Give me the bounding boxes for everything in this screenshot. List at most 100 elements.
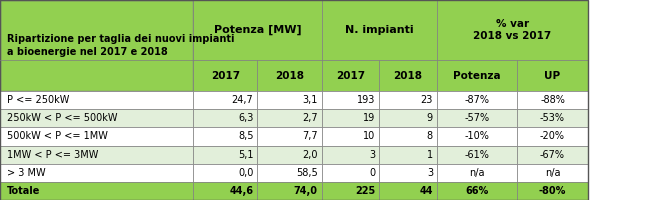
Text: 8,5: 8,5	[238, 131, 253, 141]
Bar	[437, 60, 517, 91]
Bar	[193, 164, 257, 182]
Text: 5,1: 5,1	[238, 150, 253, 160]
Text: P <= 250kW: P <= 250kW	[7, 95, 69, 105]
Bar	[379, 60, 437, 91]
Text: 250kW < P <= 500kW: 250kW < P <= 500kW	[7, 113, 117, 123]
Bar	[437, 0, 588, 60]
Bar	[193, 182, 257, 200]
Text: -87%: -87%	[464, 95, 489, 105]
Bar	[379, 146, 437, 164]
Text: 2,0: 2,0	[302, 150, 318, 160]
Bar	[193, 0, 322, 60]
Text: -20%: -20%	[540, 131, 565, 141]
Text: 2017: 2017	[336, 71, 365, 81]
Text: 1MW < P <= 3MW: 1MW < P <= 3MW	[7, 150, 98, 160]
Bar	[0, 164, 193, 182]
Text: -61%: -61%	[464, 150, 489, 160]
Text: -67%: -67%	[540, 150, 565, 160]
Bar	[257, 60, 322, 91]
Text: Potenza: Potenza	[453, 71, 500, 81]
Bar	[0, 0, 193, 91]
Text: 7,7: 7,7	[302, 131, 318, 141]
Text: 58,5: 58,5	[296, 168, 318, 178]
Bar	[0, 182, 193, 200]
Text: 3: 3	[369, 150, 375, 160]
Text: > 3 MW: > 3 MW	[7, 168, 45, 178]
Text: 3: 3	[427, 168, 433, 178]
Text: 2,7: 2,7	[302, 113, 318, 123]
Text: 44: 44	[419, 186, 433, 196]
Bar	[437, 127, 517, 146]
Bar	[437, 146, 517, 164]
Bar	[517, 127, 588, 146]
Text: -80%: -80%	[539, 186, 566, 196]
Text: 44,6: 44,6	[229, 186, 253, 196]
Text: -88%: -88%	[540, 95, 565, 105]
Text: % var
2018 vs 2017: % var 2018 vs 2017	[474, 19, 552, 41]
Text: 9: 9	[427, 113, 433, 123]
Bar	[437, 164, 517, 182]
Text: n/a: n/a	[545, 168, 560, 178]
Text: Totale: Totale	[7, 186, 40, 196]
Text: -53%: -53%	[540, 113, 565, 123]
Bar	[437, 182, 517, 200]
Bar	[322, 182, 379, 200]
Text: 2018: 2018	[275, 71, 304, 81]
Bar	[379, 91, 437, 109]
Text: 6,3: 6,3	[238, 113, 253, 123]
Bar	[322, 0, 437, 60]
Bar	[193, 109, 257, 127]
Text: 74,0: 74,0	[293, 186, 318, 196]
Text: 225: 225	[355, 186, 375, 196]
Bar	[322, 146, 379, 164]
Bar	[517, 182, 588, 200]
Bar	[379, 182, 437, 200]
Bar	[0, 109, 193, 127]
Bar	[322, 91, 379, 109]
Text: 24,7: 24,7	[232, 95, 253, 105]
Text: 3,1: 3,1	[303, 95, 318, 105]
Text: 8: 8	[427, 131, 433, 141]
Bar	[379, 127, 437, 146]
Text: -57%: -57%	[464, 113, 489, 123]
Bar	[193, 91, 257, 109]
Bar	[257, 91, 322, 109]
Bar	[322, 109, 379, 127]
Bar	[517, 60, 588, 91]
Text: 19: 19	[363, 113, 375, 123]
Bar	[517, 91, 588, 109]
Bar	[0, 146, 193, 164]
Text: 1: 1	[427, 150, 433, 160]
Text: 193: 193	[357, 95, 375, 105]
Bar	[517, 164, 588, 182]
Text: 23: 23	[421, 95, 433, 105]
Text: 0: 0	[369, 168, 375, 178]
Text: 66%: 66%	[465, 186, 489, 196]
Text: N. impianti: N. impianti	[345, 25, 413, 35]
Text: 2017: 2017	[211, 71, 240, 81]
Bar	[322, 127, 379, 146]
Text: -10%: -10%	[464, 131, 489, 141]
Bar	[193, 127, 257, 146]
Text: 2018: 2018	[394, 71, 422, 81]
Bar	[437, 109, 517, 127]
Text: Ripartizione per taglia dei nuovi impianti
a bioenergie nel 2017 e 2018: Ripartizione per taglia dei nuovi impian…	[7, 34, 234, 57]
Text: UP: UP	[544, 71, 561, 81]
Bar	[437, 91, 517, 109]
Bar	[379, 109, 437, 127]
Text: n/a: n/a	[469, 168, 485, 178]
Text: 0,0: 0,0	[238, 168, 253, 178]
Bar	[257, 127, 322, 146]
Bar	[0, 91, 193, 109]
Bar	[257, 164, 322, 182]
Bar	[322, 60, 379, 91]
Bar	[193, 60, 257, 91]
Bar	[257, 182, 322, 200]
Text: 10: 10	[363, 131, 375, 141]
Bar	[257, 109, 322, 127]
Bar	[257, 146, 322, 164]
Bar	[193, 146, 257, 164]
Bar	[379, 164, 437, 182]
Bar	[322, 164, 379, 182]
Bar	[0, 127, 193, 146]
